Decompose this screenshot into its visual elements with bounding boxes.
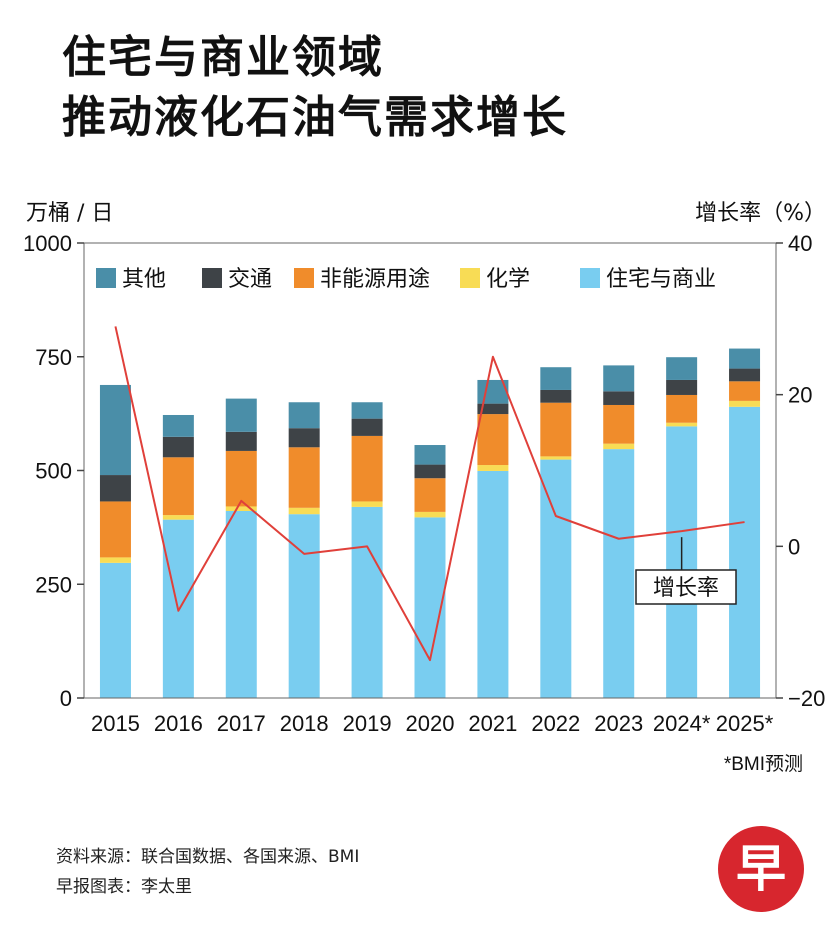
legend-label: 化学 [486, 267, 530, 292]
bar-segment [540, 456, 572, 460]
bar-segment [477, 414, 509, 466]
credit-line: 早报图表：李太里 [56, 877, 192, 897]
chart-title: 住宅与商业领域 推动液化石油气需求增长 [62, 28, 568, 148]
x-tick-label: 2017 [217, 711, 266, 736]
bar-segment [666, 379, 698, 395]
x-tick-label: 2020 [406, 711, 455, 736]
bar-segment [540, 459, 572, 698]
bar-segment [414, 478, 446, 512]
bar-segment [540, 402, 572, 457]
left-tick-label: 0 [60, 686, 72, 711]
bar-segment [162, 414, 194, 437]
bar-segment [603, 391, 635, 405]
bar-segment [99, 501, 131, 558]
bar-segment [225, 506, 257, 511]
bar-segment [603, 404, 635, 444]
x-tick-label: 2025* [716, 711, 774, 736]
bar-segment [99, 475, 131, 502]
bar-segment [351, 418, 383, 436]
legend-label: 交通 [228, 267, 272, 292]
bar-segment [351, 501, 383, 507]
x-tick-label: 2022 [531, 711, 580, 736]
bar-segment [351, 402, 383, 419]
bar-segment [729, 381, 761, 401]
legend-swatch [460, 268, 480, 288]
bar-segment [99, 557, 131, 563]
bar-segment [603, 365, 635, 392]
bar-segment [99, 562, 131, 698]
bar-segment [99, 384, 131, 476]
legend-swatch [202, 268, 222, 288]
bar-segment [162, 515, 194, 520]
bar-segment [666, 394, 698, 423]
bar-segment [225, 431, 257, 451]
source-block: 资料来源：联合国数据、各国来源、BMI 早报图表：李太里 [56, 842, 359, 902]
bar-segment [729, 368, 761, 382]
bar-segment [288, 402, 320, 429]
bar-segment [288, 428, 320, 448]
x-tick-label: 2015 [91, 711, 140, 736]
right-tick-label: 20 [788, 383, 812, 408]
bar-segment [351, 435, 383, 502]
title-line-2: 推动液化石油气需求增长 [62, 92, 568, 143]
stacked-bar-chart: 其他 交通 非能源用途 化学 住宅与商业 0 250 500 750 1000 −20 0 20 40 万… [23, 201, 826, 775]
bar-segment [288, 514, 320, 698]
bar-segment [477, 403, 509, 415]
right-axis-title: 增长率（%） [695, 201, 826, 226]
annotation-label: 增长率 [653, 576, 719, 601]
source-line: 资料来源：联合国数据、各国来源、BMI [56, 847, 360, 867]
annotation-box [635, 569, 737, 605]
bar-segment [540, 367, 572, 390]
bar-segment [288, 447, 320, 508]
zaobao-logo: 早 [718, 826, 804, 912]
left-axis-title: 万桶 / 日 [26, 201, 113, 226]
bar-segment [225, 510, 257, 698]
bar-segment [666, 422, 698, 427]
legend-label: 住宅与商业 [606, 267, 716, 292]
legend-label: 非能源用途 [320, 267, 430, 292]
zaobao-logo-icon: 早 [736, 839, 786, 898]
bar-segment [414, 445, 446, 465]
right-tick-label: 0 [788, 534, 800, 559]
bar-segment [225, 398, 257, 432]
bar-segment [162, 457, 194, 516]
left-tick-label: 750 [35, 345, 72, 370]
bar-segment [603, 443, 635, 450]
legend-swatch [294, 268, 314, 288]
legend-label: 其他 [122, 267, 166, 292]
x-tick-label: 2023 [594, 711, 643, 736]
bar-segment [729, 406, 761, 698]
bar-segment [477, 465, 509, 471]
left-tick-label: 250 [35, 572, 72, 597]
x-tick-label: 2019 [343, 711, 392, 736]
bar-segment [603, 449, 635, 698]
x-tick-label: 2018 [280, 711, 329, 736]
bar-segment [414, 511, 446, 518]
left-tick-label: 1000 [23, 231, 72, 256]
bar-segment [414, 464, 446, 479]
x-tick-label: 2016 [154, 711, 203, 736]
x-tick-label: 2021 [468, 711, 517, 736]
bar-segment [162, 436, 194, 458]
bar-segment [288, 507, 320, 515]
bar-segment [729, 400, 761, 407]
bar-segment [729, 348, 761, 369]
left-tick-label: 500 [35, 459, 72, 484]
title-line-1: 住宅与商业领域 [62, 32, 384, 83]
right-tick-label: 40 [788, 231, 812, 256]
forecast-footnote: *BMI预测 [724, 753, 803, 775]
logo-glyph: 早 [736, 839, 786, 898]
right-tick-label: −20 [788, 686, 825, 711]
legend-swatch [96, 268, 116, 288]
bar-segment [666, 357, 698, 380]
bar-segment [477, 470, 509, 698]
legend-swatch [580, 268, 600, 288]
x-tick-label: 2024* [653, 711, 711, 736]
bar-segment [540, 389, 572, 403]
bar-segment [225, 450, 257, 507]
bar-segment [351, 506, 383, 698]
